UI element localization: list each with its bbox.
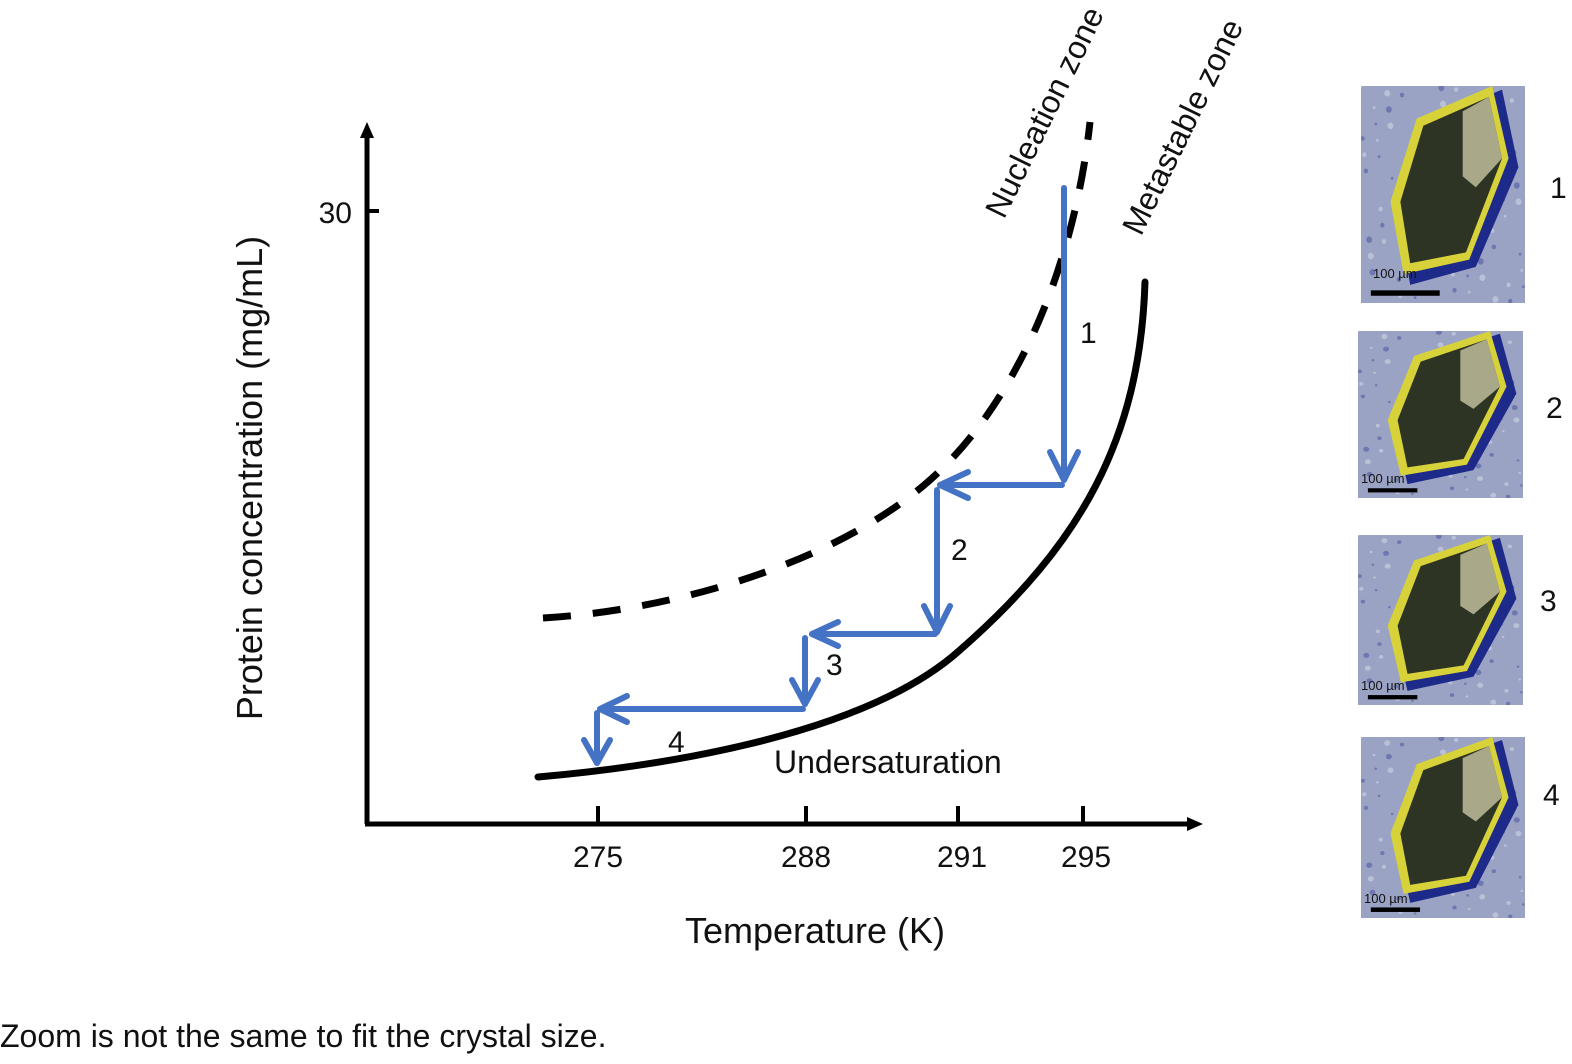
arrow-step-1-head [1047,449,1081,483]
crystal-image [1358,331,1523,498]
metastable-zone-label: Metastable zone [1115,13,1250,240]
y-tick-label-30: 30 [319,197,352,230]
x-tick-label-275: 275 [573,841,623,874]
scale-bar [1367,695,1418,700]
scale-bar [1370,907,1421,912]
crystal-image [1361,737,1525,918]
scale-label: 100 µm [1361,678,1405,693]
photo-step-label-3: 3 [1540,585,1557,618]
arrow-horizontal-2-head [809,619,841,649]
step-label-2: 2 [951,534,968,567]
nucleation-curve [542,121,1094,622]
photo-step-label-1: 1 [1550,172,1567,205]
process-arrows [581,185,1081,766]
x-tick-label-288: 288 [781,841,831,874]
arrow-horizontal-1-head [937,469,971,501]
x-tick-label-291: 291 [937,841,987,874]
step-label-1: 1 [1080,317,1097,350]
step-label-3: 3 [826,649,843,682]
solubility-curve [534,278,1149,781]
photo-step-label-4: 4 [1543,779,1560,812]
crystal-image [1358,535,1523,705]
arrow-step-4-head [581,737,613,766]
scale-bar [1370,290,1440,296]
undersaturation-label: Undersaturation [774,744,1002,780]
arrow-horizontal-3-head [597,693,630,725]
crystal-photo-4: 100 µm [1361,737,1525,918]
arrow-step-3-head [789,677,821,707]
step-label-4: 4 [668,726,685,759]
y-axis-label: Protein concentration (mg/mL) [229,236,270,720]
crystal-photo-1: 100 µm [1361,86,1525,303]
nucleation-zone-label: Nucleation zone [978,1,1111,223]
crystal-image [1361,86,1525,303]
y-axis-arrowhead [360,122,374,138]
x-tick-label-295: 295 [1061,841,1111,874]
scale-bar [1367,488,1418,493]
caption: Zoom is not the same to fit the crystal … [0,1018,607,1054]
scale-label: 100 µm [1364,891,1408,906]
x-axis-label: Temperature (K) [685,910,945,951]
crystal-photo-2: 100 µm [1358,331,1523,498]
x-axis-arrowhead [1187,817,1203,831]
photo-step-label-2: 2 [1546,392,1563,425]
crystal-photo-3: 100 µm [1358,535,1523,705]
scale-label: 100 µm [1373,266,1417,281]
scale-label: 100 µm [1361,471,1405,486]
